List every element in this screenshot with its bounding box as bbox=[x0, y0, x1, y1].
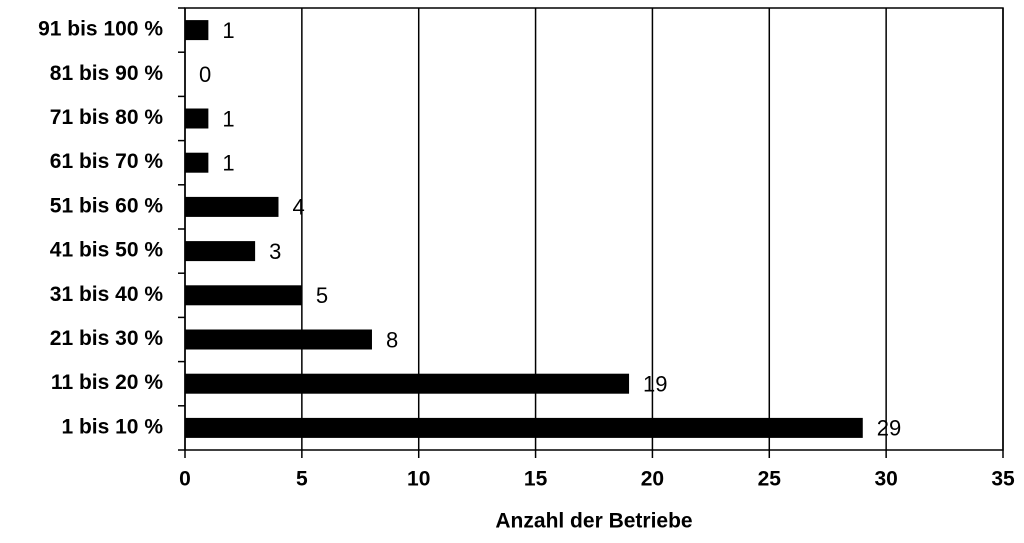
x-tick-label: 15 bbox=[524, 468, 548, 491]
bar bbox=[185, 373, 630, 394]
bar bbox=[185, 417, 863, 438]
y-tick-label: 11 bis 20 % bbox=[51, 371, 163, 394]
value-label: 5 bbox=[316, 283, 328, 308]
y-tick-label: 51 bis 60 % bbox=[50, 194, 164, 217]
y-tick-label: 61 bis 70 % bbox=[50, 150, 164, 173]
y-tick-label: 1 bis 10 % bbox=[61, 415, 163, 438]
x-tick-label: 30 bbox=[874, 468, 897, 491]
value-label: 3 bbox=[269, 239, 281, 264]
value-label: 1 bbox=[222, 106, 234, 131]
bar bbox=[185, 241, 256, 262]
x-tick-label: 20 bbox=[641, 468, 664, 491]
x-tick-label: 25 bbox=[758, 468, 782, 491]
bar bbox=[185, 329, 372, 350]
bar bbox=[185, 108, 209, 129]
value-label: 4 bbox=[292, 195, 304, 220]
y-tick-label: 31 bis 40 % bbox=[50, 283, 164, 306]
value-label: 29 bbox=[877, 416, 901, 441]
value-label: 1 bbox=[222, 151, 234, 176]
value-label: 0 bbox=[199, 62, 211, 87]
y-tick-label: 41 bis 50 % bbox=[50, 239, 164, 262]
bar bbox=[185, 152, 209, 173]
value-label: 19 bbox=[643, 372, 667, 397]
bar bbox=[185, 285, 302, 306]
x-tick-label: 10 bbox=[407, 468, 430, 491]
value-label: 8 bbox=[386, 327, 398, 352]
bar bbox=[185, 196, 279, 217]
y-tick-label: 91 bis 100 % bbox=[38, 18, 163, 41]
y-tick-label: 21 bis 30 % bbox=[50, 327, 164, 350]
x-tick-label: 35 bbox=[991, 468, 1015, 491]
y-tick-label: 71 bis 80 % bbox=[50, 106, 164, 129]
x-axis-title: Anzahl der Betriebe bbox=[495, 510, 692, 533]
value-label: 1 bbox=[222, 18, 234, 43]
x-tick-label: 5 bbox=[296, 468, 308, 491]
x-tick-label: 0 bbox=[179, 468, 191, 491]
y-tick-label: 81 bis 90 % bbox=[50, 62, 164, 85]
bar bbox=[185, 20, 209, 41]
